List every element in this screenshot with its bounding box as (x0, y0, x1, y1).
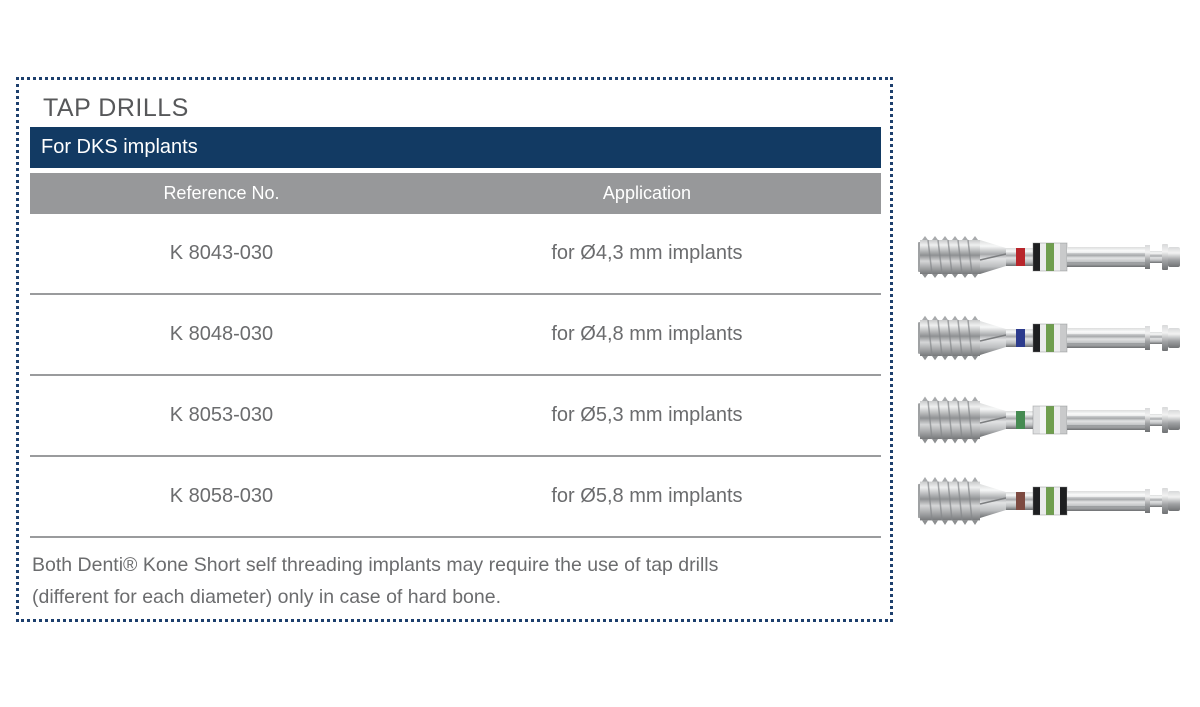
table-header-row: Reference No. Application (30, 173, 881, 214)
section-band-label: For DKS implants (41, 136, 198, 158)
tap-drill-image-4-3-mm (918, 236, 1180, 278)
section-band-dks-implants: For DKS implants (30, 127, 881, 168)
column-header-reference-no: Reference No. (163, 183, 280, 203)
tap-drill-image-5-8-mm (918, 477, 1180, 525)
reference-no-value: K 8043-030 (169, 242, 274, 264)
application-value: for Ø4,3 mm implants (551, 242, 743, 264)
table-row: K 8043-030 for Ø4,3 mm implants (30, 214, 881, 295)
application-value: for Ø5,3 mm implants (551, 404, 743, 426)
reference-no-value: K 8058-030 (169, 485, 274, 507)
table-row: K 8053-030 for Ø5,3 mm implants (30, 376, 881, 457)
page-title: TAP DRILLS (43, 93, 189, 122)
footnote-line-2: (different for each diameter) only in ca… (32, 586, 501, 608)
reference-no-value: K 8048-030 (169, 323, 274, 345)
tap-drill-image-5-3-mm (918, 396, 1180, 444)
application-value: for Ø4,8 mm implants (551, 323, 743, 345)
footnote: Both Denti® Kone Short self threading im… (32, 549, 881, 613)
table-row: K 8048-030 for Ø4,8 mm implants (30, 295, 881, 376)
reference-no-value: K 8053-030 (169, 404, 274, 426)
table-row: K 8058-030 for Ø5,8 mm implants (30, 457, 881, 538)
tap-drills-panel: TAP DRILLS For DKS implants Reference No… (16, 77, 893, 622)
footnote-line-1: Both Denti® Kone Short self threading im… (32, 554, 719, 576)
column-header-application: Application (602, 183, 691, 203)
application-value: for Ø5,8 mm implants (551, 485, 743, 507)
table-body: K 8043-030 for Ø4,3 mm implants K 8048-0… (30, 214, 881, 538)
tap-drill-image-4-8-mm (918, 315, 1180, 361)
